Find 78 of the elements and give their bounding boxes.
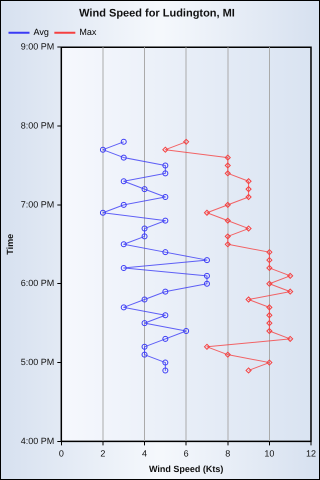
x-tick-label: 10	[264, 448, 274, 458]
point	[120, 304, 127, 310]
y-tick-label: 5:00 PM	[20, 357, 54, 368]
point	[142, 296, 148, 302]
point	[224, 170, 231, 176]
point	[162, 249, 168, 256]
legend-label: Avg	[34, 27, 49, 38]
point	[287, 288, 294, 295]
point	[162, 194, 168, 200]
point	[204, 272, 210, 279]
point	[287, 272, 294, 279]
point	[266, 360, 272, 366]
point	[162, 336, 168, 342]
point	[142, 186, 148, 192]
point	[266, 328, 272, 334]
point	[142, 344, 148, 350]
point	[224, 218, 231, 224]
point	[246, 367, 252, 374]
point	[204, 344, 210, 350]
point	[120, 154, 127, 161]
point	[183, 328, 190, 334]
point	[120, 202, 127, 208]
y-tick-label: 7:00 PM	[20, 199, 54, 210]
point	[246, 178, 252, 184]
point	[120, 138, 127, 145]
y-axis-title: Time	[4, 234, 15, 255]
point	[204, 280, 210, 287]
x-tick-label: 4	[142, 448, 148, 458]
point	[246, 186, 252, 192]
point	[224, 233, 231, 240]
point	[162, 218, 168, 224]
y-tick-label: 4:00 PM	[20, 436, 54, 446]
point	[204, 257, 210, 264]
point	[162, 162, 168, 168]
point	[266, 249, 272, 256]
x-tick-label: 2	[100, 448, 106, 458]
point	[224, 202, 231, 208]
point	[142, 352, 148, 358]
x-axis-title: Wind Speed (Kts)	[148, 464, 224, 474]
point	[120, 241, 127, 248]
point	[204, 210, 210, 216]
point	[120, 264, 127, 271]
point	[266, 264, 272, 271]
point	[162, 146, 168, 153]
y-tick-label: 6:00 PM	[20, 278, 54, 288]
point	[224, 352, 231, 358]
point	[162, 312, 168, 318]
point	[162, 288, 168, 295]
point	[142, 233, 148, 240]
point	[183, 138, 190, 145]
point	[142, 320, 148, 326]
x-tick-label: 6	[184, 448, 189, 458]
point	[246, 194, 252, 200]
point	[224, 162, 231, 168]
point	[162, 367, 168, 374]
point	[120, 178, 127, 184]
x-tick-label: 0	[58, 448, 64, 458]
point	[246, 226, 252, 232]
point	[266, 320, 272, 326]
point	[246, 296, 252, 302]
x-tick-label: 12	[306, 448, 316, 458]
point	[266, 312, 272, 318]
point	[266, 280, 272, 287]
point	[266, 304, 272, 310]
point	[162, 360, 168, 366]
x-tick-label: 8	[225, 448, 230, 458]
point	[162, 170, 168, 176]
point	[224, 241, 231, 248]
point	[266, 257, 272, 264]
point	[224, 154, 231, 161]
y-tick-label: 8:00 PM	[20, 120, 54, 131]
point	[287, 336, 294, 342]
y-tick-label: 9:00 PM	[20, 42, 54, 52]
point	[142, 226, 148, 232]
legend-label: Max	[79, 27, 97, 38]
point	[100, 146, 106, 153]
chart-title: Wind Speed for Ludington, MI	[79, 8, 235, 20]
point	[100, 210, 106, 216]
